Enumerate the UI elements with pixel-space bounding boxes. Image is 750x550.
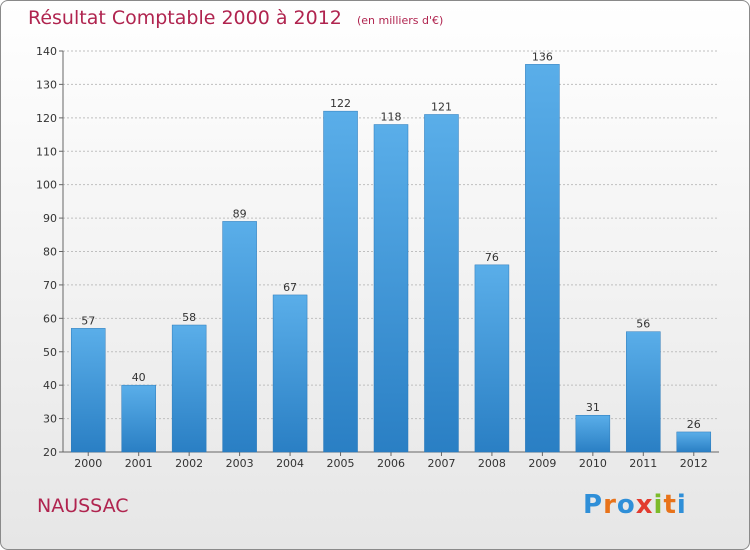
data-label-2007: 121 — [431, 100, 452, 113]
y-tick-label: 40 — [43, 379, 57, 392]
y-tick-label: 130 — [36, 78, 57, 91]
x-tick-label-2005: 2005 — [327, 457, 355, 470]
y-tick-label: 20 — [43, 446, 57, 459]
x-tick-label-2008: 2008 — [478, 457, 506, 470]
y-tick-label: 100 — [36, 179, 57, 192]
y-tick-label: 80 — [43, 246, 57, 259]
y-tick-label: 70 — [43, 279, 57, 292]
bar-2003 — [222, 221, 257, 453]
bar-2004 — [272, 294, 308, 453]
data-labels: 57 40 58 89 67 122 118 121 76 136 31 56 26 — [81, 50, 701, 431]
title-row: Résultat Comptable 2000 à 2012 (en milli… — [28, 7, 443, 29]
y-tick-label: 60 — [43, 312, 57, 325]
data-label-2003: 89 — [233, 207, 247, 220]
y-tick-label: 50 — [43, 346, 57, 359]
y-tick-label: 120 — [36, 112, 57, 125]
data-label-2004: 67 — [283, 281, 297, 294]
data-label-2006: 118 — [381, 111, 402, 124]
logo-letter: t — [663, 490, 677, 520]
chart-subtitle: (en milliers d'€) — [356, 14, 444, 27]
data-label-2000: 57 — [81, 314, 95, 327]
bar-2011 — [626, 331, 661, 453]
data-label-2011: 56 — [636, 318, 650, 331]
logo-letter: x — [635, 490, 654, 520]
x-tick-label-2004: 2004 — [276, 457, 304, 470]
x-tick-label-2000: 2000 — [74, 457, 102, 470]
x-tick-label-2001: 2001 — [125, 457, 153, 470]
bar-2002 — [171, 324, 207, 453]
bar-2010 — [575, 414, 611, 453]
bars — [70, 64, 712, 453]
x-tick-label-2011: 2011 — [629, 457, 657, 470]
logo-letter: i — [653, 490, 664, 520]
data-label-2001: 40 — [132, 371, 146, 384]
y-tick-label: 90 — [43, 212, 57, 225]
bar-2000 — [70, 328, 106, 453]
logo-letter: P — [583, 490, 604, 520]
data-label-2009: 136 — [532, 50, 553, 63]
bar-2007 — [424, 114, 459, 453]
y-tick-label: 110 — [36, 145, 57, 158]
bar-2012 — [676, 431, 712, 453]
x-tick-label-2003: 2003 — [226, 457, 254, 470]
data-label-2005: 122 — [330, 97, 351, 110]
x-tick-label-2006: 2006 — [377, 457, 405, 470]
x-tick-label-2002: 2002 — [175, 457, 203, 470]
logo-letter: r — [603, 490, 617, 520]
data-label-2010: 31 — [586, 401, 600, 414]
commune-name: NAUSSAC — [37, 495, 129, 517]
bar-2001 — [121, 384, 156, 453]
data-label-2012: 26 — [687, 418, 701, 431]
logo-letter: i — [676, 490, 687, 520]
x-tick-label-2010: 2010 — [579, 457, 607, 470]
x-tick-label-2009: 2009 — [528, 457, 556, 470]
x-tick-label-2012: 2012 — [680, 457, 708, 470]
bar-2005 — [323, 110, 358, 453]
logo-letter: o — [616, 490, 636, 520]
y-tick-label: 140 — [36, 45, 57, 58]
bar-2006 — [373, 124, 409, 453]
y-tick-label: 30 — [43, 413, 57, 426]
data-label-2008: 76 — [485, 251, 499, 264]
bar-2009 — [525, 64, 560, 453]
chart-title: Résultat Comptable 2000 à 2012 — [28, 7, 342, 29]
proxiti-logo: Proxiti — [583, 490, 687, 520]
x-tick-label-2007: 2007 — [427, 457, 455, 470]
data-label-2002: 58 — [182, 311, 196, 324]
bar-2008 — [474, 264, 510, 453]
